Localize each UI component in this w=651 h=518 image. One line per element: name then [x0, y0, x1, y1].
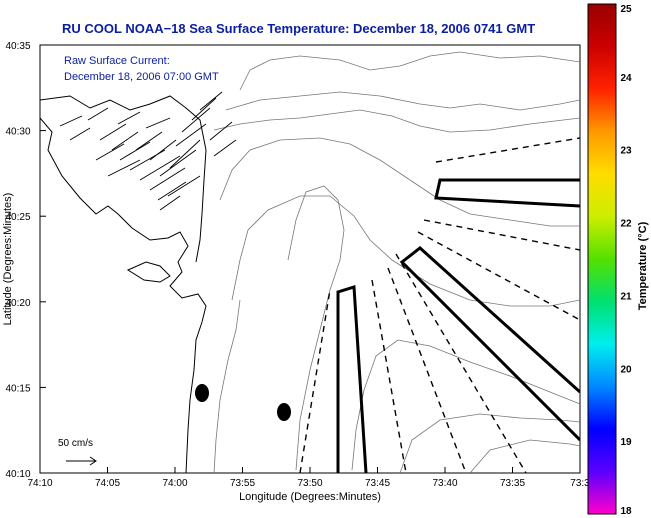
plot-frame	[39, 44, 581, 474]
range-lines	[299, 137, 580, 473]
colorbar-tick-label: 18	[620, 506, 632, 517]
y-tick-label: 40:20	[5, 298, 30, 309]
x-tick-label: 73:3	[570, 478, 590, 489]
colorbar-tick-label: 22	[620, 219, 632, 230]
x-tick-label: 73:50	[297, 478, 322, 489]
y-tick-label: 40:15	[5, 383, 30, 394]
colorbar-tick-label: 25	[620, 4, 632, 15]
colorbar-tick-label: 20	[620, 364, 632, 375]
colorbar-label: Temperature (°C)	[637, 221, 649, 310]
scale-arrow	[66, 456, 97, 466]
x-tick-label: 73:45	[365, 478, 390, 489]
transect-boxes	[336, 178, 580, 473]
colorbar-tick-label: 19	[620, 437, 632, 448]
station-marker	[277, 403, 291, 421]
colorbar-tick-label: 21	[620, 291, 632, 302]
colorbar-tick-label: 24	[620, 73, 632, 84]
y-tick-label: 40:25	[5, 212, 30, 223]
x-axis-ticks: 74:10 74:05 74:00 73:55 73:50 73:45 73:40 73:35…	[27, 467, 590, 489]
y-tick-label: 40:35	[5, 41, 30, 52]
y-axis-ticks: 40:35 40:30 40:25 40:20 40:15 40:10	[5, 41, 46, 480]
colorbar-ticks: 25 24 23 22 21 20 19 18	[620, 4, 632, 517]
y-tick-label: 40:10	[5, 469, 30, 480]
current-vectors	[59, 91, 237, 211]
x-tick-label: 73:40	[432, 478, 457, 489]
colorbar	[587, 3, 617, 515]
scale-label: 50 cm/s	[58, 438, 93, 449]
map-title: RU COOL NOAA−18 Sea Surface Temperature:…	[62, 21, 536, 36]
x-tick-label: 74:00	[162, 478, 187, 489]
x-tick-label: 74:10	[27, 478, 52, 489]
coastline	[40, 117, 207, 473]
coastline-bay	[40, 95, 207, 263]
colorbar-tick-label: 23	[620, 146, 632, 157]
station-marker	[195, 384, 209, 402]
y-axis-label: Latitude (Degrees:Minutes)	[2, 193, 14, 326]
coastline-spit	[126, 261, 171, 283]
overlay-line-2: December 18, 2006 07:00 GMT	[64, 71, 219, 83]
x-tick-label: 73:55	[230, 478, 255, 489]
x-tick-label: 73:35	[500, 478, 525, 489]
x-axis-label: Longitude (Degrees:Minutes)	[239, 491, 381, 503]
y-tick-label: 40:30	[5, 127, 30, 138]
overlay-line-1: Raw Surface Current:	[64, 55, 170, 67]
x-tick-label: 74:05	[95, 478, 120, 489]
